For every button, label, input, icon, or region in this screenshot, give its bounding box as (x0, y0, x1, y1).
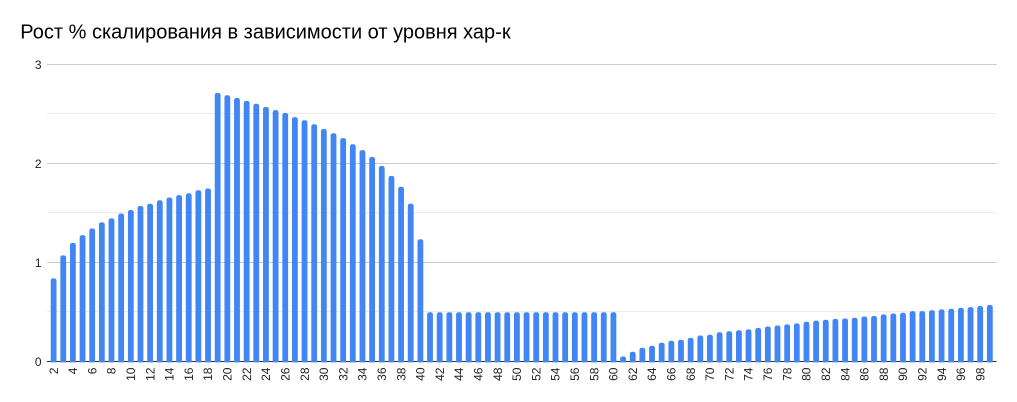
svg-text:8: 8 (105, 367, 119, 374)
svg-text:32: 32 (336, 367, 350, 381)
svg-text:44: 44 (452, 367, 466, 381)
svg-text:46: 46 (471, 367, 485, 381)
svg-text:34: 34 (356, 367, 370, 381)
svg-text:30: 30 (317, 367, 331, 381)
svg-text:1: 1 (35, 256, 42, 270)
svg-text:0: 0 (35, 355, 42, 369)
svg-text:74: 74 (742, 367, 756, 381)
svg-text:88: 88 (877, 367, 891, 381)
svg-text:96: 96 (954, 367, 968, 381)
svg-text:52: 52 (529, 367, 543, 381)
svg-text:10: 10 (124, 367, 138, 381)
svg-text:54: 54 (549, 367, 563, 381)
svg-text:50: 50 (510, 367, 524, 381)
svg-text:92: 92 (915, 367, 929, 381)
svg-text:12: 12 (143, 367, 157, 381)
svg-text:2: 2 (47, 367, 61, 374)
svg-text:20: 20 (221, 367, 235, 381)
svg-text:84: 84 (838, 367, 852, 381)
svg-text:56: 56 (568, 367, 582, 381)
svg-text:28: 28 (298, 367, 312, 381)
svg-text:72: 72 (722, 367, 736, 381)
svg-text:76: 76 (761, 367, 775, 381)
svg-text:58: 58 (587, 367, 601, 381)
svg-text:6: 6 (85, 367, 99, 374)
svg-text:68: 68 (684, 367, 698, 381)
svg-text:36: 36 (375, 367, 389, 381)
svg-text:48: 48 (491, 367, 505, 381)
svg-text:18: 18 (201, 367, 215, 381)
svg-text:62: 62 (626, 367, 640, 381)
svg-text:24: 24 (259, 367, 273, 381)
svg-text:3: 3 (35, 58, 42, 72)
svg-text:2: 2 (35, 157, 42, 171)
svg-text:78: 78 (780, 367, 794, 381)
svg-text:26: 26 (278, 367, 292, 381)
svg-text:22: 22 (240, 367, 254, 381)
svg-text:82: 82 (819, 367, 833, 381)
svg-text:38: 38 (394, 367, 408, 381)
svg-text:60: 60 (607, 367, 621, 381)
svg-text:98: 98 (973, 367, 987, 381)
svg-text:70: 70 (703, 367, 717, 381)
svg-text:86: 86 (858, 367, 872, 381)
svg-text:94: 94 (935, 367, 949, 381)
svg-text:80: 80 (800, 367, 814, 381)
svg-text:14: 14 (163, 367, 177, 381)
svg-text:16: 16 (182, 367, 196, 381)
svg-text:Рост % скалирования в зависимо: Рост % скалирования в зависимости от уро… (20, 22, 511, 44)
svg-text:64: 64 (645, 367, 659, 381)
svg-text:66: 66 (665, 367, 679, 381)
svg-text:40: 40 (414, 367, 428, 381)
svg-text:4: 4 (66, 367, 80, 374)
svg-text:90: 90 (896, 367, 910, 381)
svg-text:42: 42 (433, 367, 447, 381)
